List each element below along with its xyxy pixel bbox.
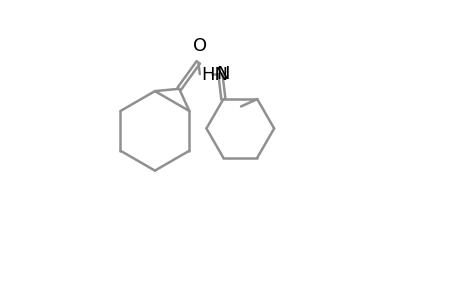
Text: O: O (192, 37, 207, 55)
Text: N: N (216, 65, 230, 83)
Text: HN: HN (201, 66, 228, 84)
